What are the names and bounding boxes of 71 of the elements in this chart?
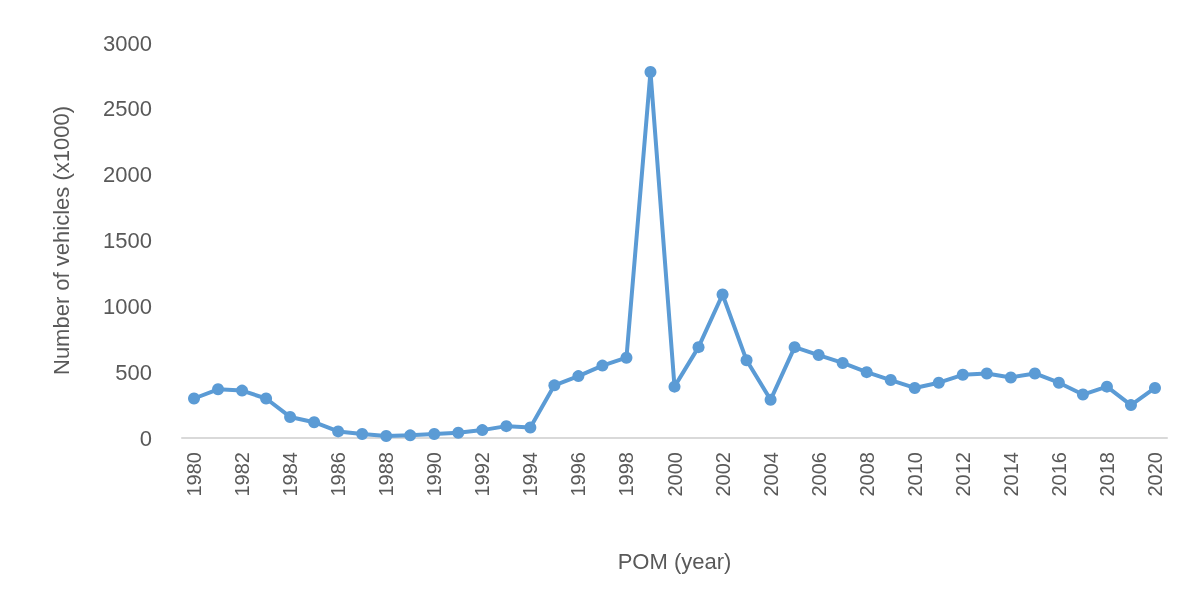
point xyxy=(428,428,441,441)
x-tick-label: 2010 xyxy=(903,452,926,497)
point xyxy=(284,410,297,423)
x-tick-label: 1998 xyxy=(615,452,638,497)
point xyxy=(764,393,777,406)
point xyxy=(1028,367,1041,380)
point xyxy=(1100,380,1113,393)
point xyxy=(260,392,273,405)
point xyxy=(356,428,369,441)
x-tick-label: 1988 xyxy=(375,452,398,497)
point xyxy=(500,420,513,433)
point xyxy=(308,416,321,429)
point xyxy=(1124,399,1137,412)
x-tick-label: 2004 xyxy=(759,452,782,497)
x-tick-label: 2000 xyxy=(663,452,686,497)
point xyxy=(644,65,657,78)
point xyxy=(1052,376,1065,389)
point xyxy=(572,370,585,383)
y-tick-label: 500 xyxy=(115,359,152,385)
y-tick-label: 1000 xyxy=(103,293,152,319)
point xyxy=(212,383,225,396)
point xyxy=(524,421,537,434)
point xyxy=(692,341,705,354)
x-tick-label: 2006 xyxy=(807,452,830,497)
point xyxy=(956,368,969,381)
point xyxy=(404,429,417,442)
x-tick-label: 1984 xyxy=(279,452,302,497)
point xyxy=(1149,381,1161,394)
x-tick-label: 1980 xyxy=(183,452,206,497)
x-tick-label: 2002 xyxy=(711,452,734,497)
point xyxy=(908,381,921,394)
point xyxy=(188,392,201,405)
x-tick-label: 2016 xyxy=(1047,452,1070,497)
y-tick-label: 0 xyxy=(139,425,152,451)
point xyxy=(836,356,849,369)
x-tick-label: 1986 xyxy=(327,452,350,497)
x-axis-title: POM (year) xyxy=(617,548,732,574)
point xyxy=(1004,371,1017,384)
x-tick-label: 1996 xyxy=(567,452,590,497)
y-axis-title: Number of vehicles (x1000) xyxy=(48,105,74,376)
x-tick-label: 2018 xyxy=(1095,452,1118,497)
point xyxy=(812,349,825,362)
x-tick-label: 1992 xyxy=(471,452,494,497)
point xyxy=(884,374,897,387)
point xyxy=(380,430,393,443)
x-tick-label: 2014 xyxy=(999,452,1022,497)
y-tick-label: 1500 xyxy=(103,228,152,253)
y-tick-label: 2500 xyxy=(103,96,152,122)
x-tick-label: 1994 xyxy=(519,452,542,497)
point xyxy=(452,426,465,439)
point xyxy=(476,424,489,437)
point xyxy=(788,341,801,354)
x-tick-label: 1990 xyxy=(423,452,446,497)
point xyxy=(716,288,729,301)
y-tick-label: 3000 xyxy=(103,30,152,56)
point xyxy=(1076,388,1089,401)
point xyxy=(236,384,249,397)
point xyxy=(620,351,633,364)
point xyxy=(548,379,561,392)
point xyxy=(860,366,873,379)
point xyxy=(668,380,681,393)
x-tick-label: 2020 xyxy=(1143,452,1166,497)
y-tick-label: 2000 xyxy=(103,162,152,188)
point xyxy=(332,425,345,438)
point xyxy=(740,354,753,367)
point xyxy=(596,359,609,372)
x-tick-label: 1982 xyxy=(231,452,254,497)
point xyxy=(932,376,945,389)
x-tick-label: 2012 xyxy=(951,452,974,497)
point xyxy=(980,367,993,380)
x-tick-label: 2008 xyxy=(855,452,878,497)
